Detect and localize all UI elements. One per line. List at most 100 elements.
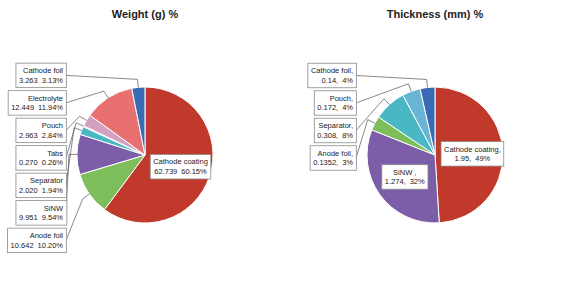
label-category: Tabs	[47, 149, 63, 158]
label-box	[8, 91, 66, 116]
label-box	[308, 63, 356, 88]
label-box	[16, 146, 66, 171]
slice-label: Electrolyte12.44911.94%	[8, 91, 66, 116]
label-share: 60.15%	[181, 167, 207, 176]
page: {"chart_data": [ {"type": "pie", "title"…	[0, 0, 580, 284]
label-category: SiNW	[44, 204, 64, 213]
label-share: 3%	[342, 158, 353, 167]
leader-line	[66, 154, 77, 212]
leader-line	[66, 128, 82, 186]
label-value: 9.951	[19, 213, 38, 222]
label-category: Anode foil,	[318, 149, 353, 158]
pie-panel: Thickness (mm) % Cathode coating,1.95,49%…	[308, 8, 504, 223]
label-text: Anode foil10.642 10.20%	[11, 231, 64, 250]
slice-label: Cathode foil,0.14, 4%	[308, 63, 356, 88]
label-text: Cathode coating,1.95,49%	[444, 145, 501, 164]
label-text: SiNW 9.951 9.54%	[19, 204, 64, 223]
label-box	[314, 118, 356, 143]
slice-label: Tabs 0.270 0.26%	[16, 146, 66, 171]
label-text: Separator,0.308,8%	[317, 121, 353, 140]
pie-panel: Weight (g) % Cathode coating62.739 60.15% A…	[8, 8, 213, 253]
label-category: Pouch	[42, 121, 63, 130]
label-share: 4%	[342, 103, 353, 112]
label-value: 0.14,	[321, 76, 338, 85]
pie-slice	[435, 87, 503, 223]
slice-label: Separator,0.308,8%	[314, 118, 356, 143]
pie-slice	[132, 87, 145, 155]
label-text: Cathode foil,0.14, 4%	[311, 66, 353, 85]
label-category: Anode foil	[30, 231, 64, 240]
pie-slice	[420, 87, 435, 155]
label-text: Tabs 0.270 0.26%	[19, 149, 63, 168]
chart-title: Thickness (mm) %	[387, 8, 484, 20]
slice-label: Anode foil10.642 10.20%	[8, 228, 67, 253]
leader-line	[356, 99, 389, 131]
label-box	[150, 154, 211, 179]
leader-line	[356, 84, 411, 103]
label-box	[16, 63, 66, 88]
label-value: 3.263	[19, 76, 38, 85]
slice-label: Cathode coating,1.95,49%	[441, 142, 504, 167]
label-text: Cathode coating62.739 60.15%	[153, 157, 208, 176]
label-share: 9.54%	[42, 213, 64, 222]
label-share: 49%	[475, 154, 490, 163]
slice-label: Anode foil,0.1352, 3%	[310, 146, 356, 171]
label-category: Separator	[30, 176, 63, 185]
label-value: 10.642	[11, 241, 34, 250]
label-value: 12.449	[11, 103, 34, 112]
chart-svg: Weight (g) % Cathode coating62.739 60.15% A…	[0, 0, 580, 284]
slice-label: Separator2.020 1.94%	[16, 173, 67, 198]
label-text: Pouch,0.172, 4%	[317, 94, 353, 113]
label-share: 0.26%	[42, 158, 64, 167]
leader-line	[66, 75, 138, 87]
label-category: Electrolyte	[28, 94, 63, 103]
label-text: Anode foil,0.1352, 3%	[313, 149, 353, 168]
label-share: 4%	[342, 76, 353, 85]
label-box	[16, 201, 67, 226]
label-share: 3.13%	[42, 76, 64, 85]
slice-label: SiNW ,1.274,32%	[382, 165, 428, 190]
label-value: 2.963	[19, 131, 38, 140]
leader-line	[66, 194, 89, 240]
label-value: 0.1352,	[313, 158, 338, 167]
label-boxes: Cathode coating,1.95,49% SiNW ,1.274,32% A…	[308, 63, 504, 189]
label-boxes: Cathode coating62.739 60.15% Anode foil10.…	[8, 63, 211, 253]
label-box	[314, 91, 356, 116]
slice-labels: Cathode coating62.739 60.15% Anode foil10.…	[8, 63, 211, 253]
label-value: 0.172,	[317, 103, 338, 112]
label-category: Cathode coating,	[444, 145, 501, 154]
label-category: Cathode coating	[153, 157, 208, 166]
slice-label: Pouch 2.963 2.84%	[16, 118, 66, 143]
label-box	[16, 173, 67, 198]
slice-label: Cathode coating62.739 60.15%	[150, 154, 211, 179]
label-value: 0.270	[19, 158, 38, 167]
label-category: Pouch,	[330, 94, 353, 103]
label-box	[382, 165, 428, 190]
label-category: Cathode foil	[23, 66, 63, 75]
leader-line	[356, 120, 375, 158]
chart-title: Weight (g) %	[112, 8, 179, 20]
label-category: Separator,	[318, 121, 353, 130]
label-category: SiNW ,	[393, 168, 416, 177]
label-share: 1.94%	[42, 186, 64, 195]
label-share: 10.20%	[38, 241, 64, 250]
slice-label: Cathode foil3.263 3.13%	[16, 63, 66, 88]
label-box	[310, 146, 356, 171]
label-text: Cathode foil3.263 3.13%	[19, 66, 63, 85]
label-value: 1.274,	[385, 177, 406, 186]
label-value: 62.739	[154, 167, 177, 176]
label-share: 2.84%	[42, 131, 64, 140]
label-value: 2.020	[19, 186, 38, 195]
leader-lines	[66, 75, 138, 240]
pie-slices	[77, 87, 213, 223]
label-category: Cathode foil,	[311, 66, 353, 75]
label-text: Separator2.020 1.94%	[19, 176, 64, 195]
slice-labels: Cathode coating,1.95,49% SiNW ,1.274,32% A…	[308, 63, 504, 189]
pie-slices	[367, 87, 503, 223]
label-box	[8, 228, 67, 253]
leader-line	[356, 75, 427, 87]
leader-lines	[356, 75, 427, 158]
label-share: 8%	[342, 131, 353, 140]
leader-line	[66, 91, 108, 103]
label-text: Pouch 2.963 2.84%	[19, 121, 63, 140]
